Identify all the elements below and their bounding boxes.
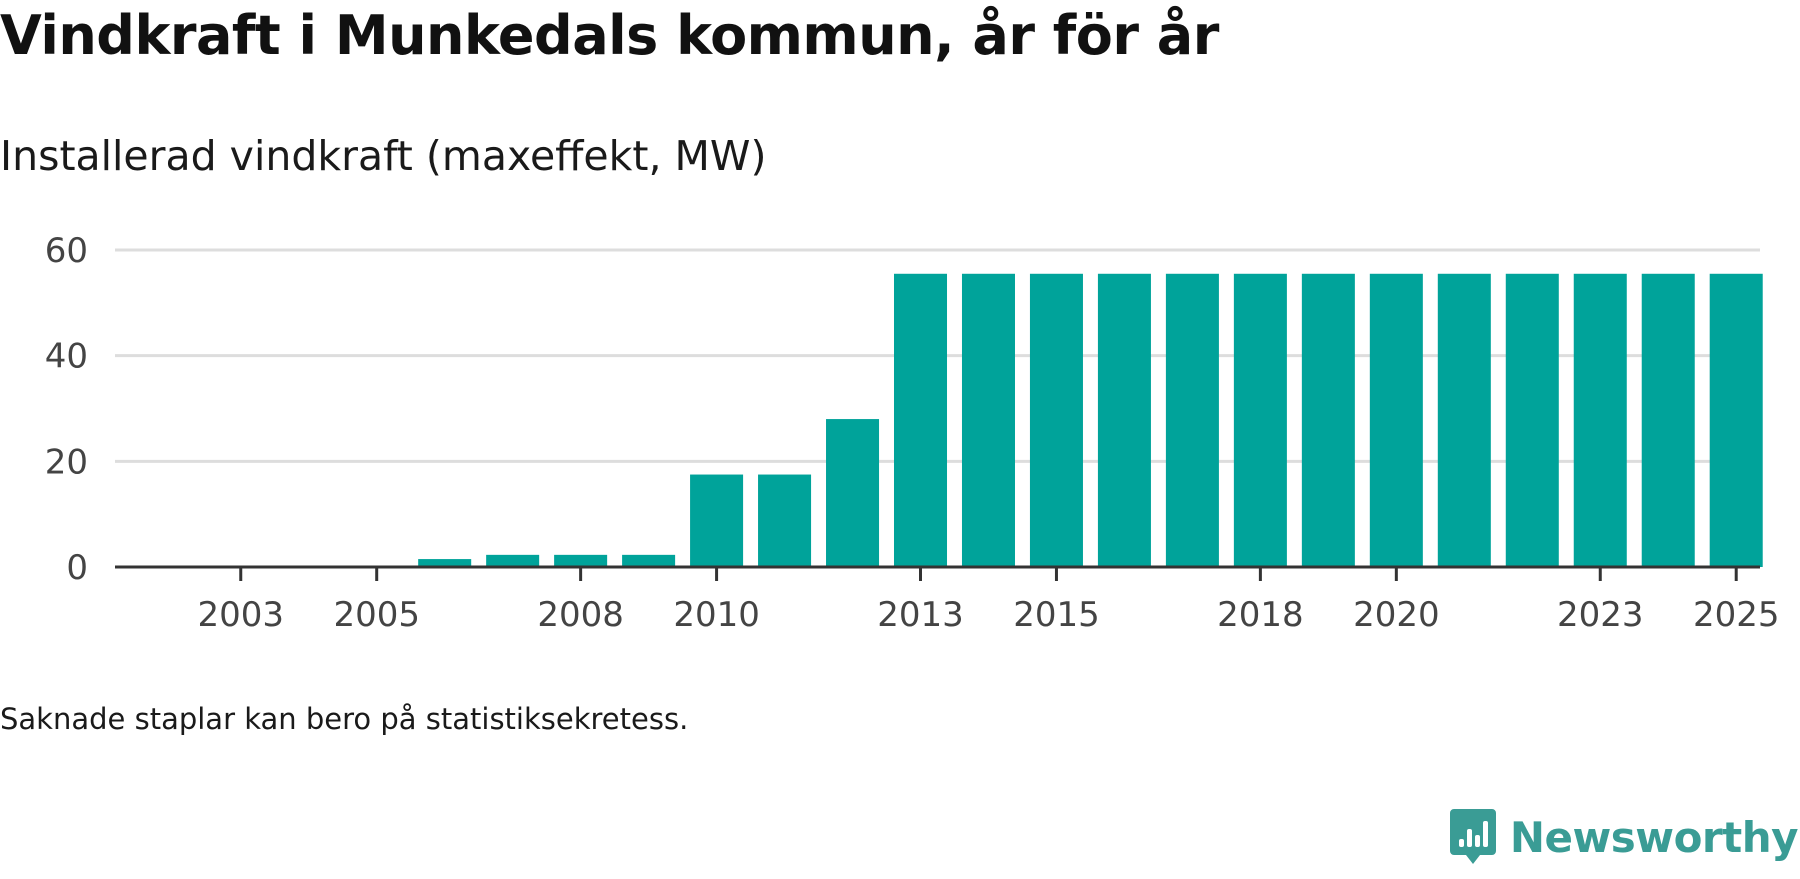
newsworthy-logo-icon (1449, 809, 1496, 864)
bar-2023[interactable] (1573, 273, 1627, 567)
bar-2019[interactable] (1301, 273, 1355, 567)
x-tick-label: 2025 (1693, 595, 1780, 635)
bar-2018[interactable] (1233, 273, 1287, 567)
bar-2011[interactable] (758, 474, 812, 567)
bar-2012[interactable] (826, 419, 880, 567)
bar-2015[interactable] (1029, 273, 1083, 567)
chart-subtitle: Installerad vindkraft (maxeffekt, MW) (0, 132, 767, 180)
x-tick-label: 2015 (1013, 595, 1100, 635)
x-tick-label: 2010 (673, 595, 760, 635)
y-tick-label: 60 (45, 231, 88, 271)
bar-2016[interactable] (1097, 273, 1151, 567)
axes (115, 565, 1760, 581)
x-tick-label: 2013 (877, 595, 964, 635)
bar-2021[interactable] (1437, 273, 1491, 567)
brand-name: Newsworthy (1509, 812, 1799, 862)
footnote: Saknade staplar kan bero på statistiksek… (0, 702, 689, 736)
x-tick-label: 2008 (537, 595, 624, 635)
brand-logo: Newsworthy (1448, 807, 1799, 867)
bar-2008[interactable] (554, 554, 608, 567)
bar-2020[interactable] (1369, 273, 1423, 567)
bar-2024[interactable] (1641, 273, 1695, 567)
bar-2025[interactable] (1709, 273, 1763, 567)
y-tick-label: 40 (45, 337, 88, 377)
bar-2017[interactable] (1165, 273, 1219, 567)
x-tick-label: 2020 (1353, 595, 1440, 635)
y-tick-label: 0 (66, 548, 88, 588)
bar-2014[interactable] (961, 273, 1015, 567)
x-tick-label: 2018 (1217, 595, 1304, 635)
bars (418, 273, 1763, 567)
chart-title: Vindkraft i Munkedals kommun, år för år (0, 4, 1219, 67)
bar-2007[interactable] (486, 554, 540, 567)
x-tick-label: 2003 (197, 595, 284, 635)
y-tick-label: 20 (45, 442, 88, 482)
bar-2006[interactable] (418, 559, 472, 567)
bar-2009[interactable] (622, 554, 676, 567)
x-tick-label: 2005 (333, 595, 420, 635)
bar-2013[interactable] (893, 273, 948, 567)
bar-2022[interactable] (1505, 273, 1559, 567)
bar-chart: 0 20 40 60 2003 2005 2008 2010 2013 2015 2018 2020 2… (45, 231, 1780, 635)
bar-2010[interactable] (690, 474, 744, 567)
x-tick-label: 2023 (1557, 595, 1644, 635)
tick-labels: 0 20 40 60 2003 2005 2008 2010 2013 2015 2018 2020 2… (45, 231, 1780, 635)
